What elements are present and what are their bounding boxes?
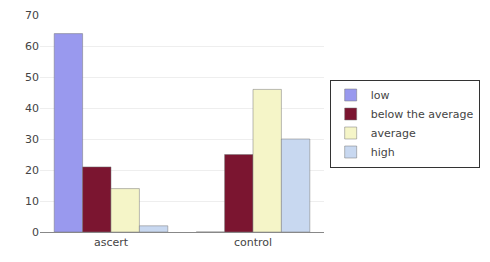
svg-text:0: 0 bbox=[32, 226, 39, 239]
svg-text:below the average: below the average bbox=[371, 108, 474, 121]
svg-text:low: low bbox=[371, 89, 390, 102]
svg-text:high: high bbox=[371, 146, 395, 159]
svg-text:20: 20 bbox=[25, 164, 39, 177]
svg-text:average: average bbox=[371, 127, 416, 140]
svg-text:ascert: ascert bbox=[94, 236, 129, 249]
svg-text:40: 40 bbox=[25, 102, 39, 115]
svg-text:50: 50 bbox=[25, 71, 39, 84]
svg-text:30: 30 bbox=[25, 133, 39, 146]
svg-text:70: 70 bbox=[25, 9, 39, 22]
svg-text:10: 10 bbox=[25, 195, 39, 208]
svg-text:60: 60 bbox=[25, 40, 39, 53]
svg-text:control: control bbox=[234, 236, 272, 249]
